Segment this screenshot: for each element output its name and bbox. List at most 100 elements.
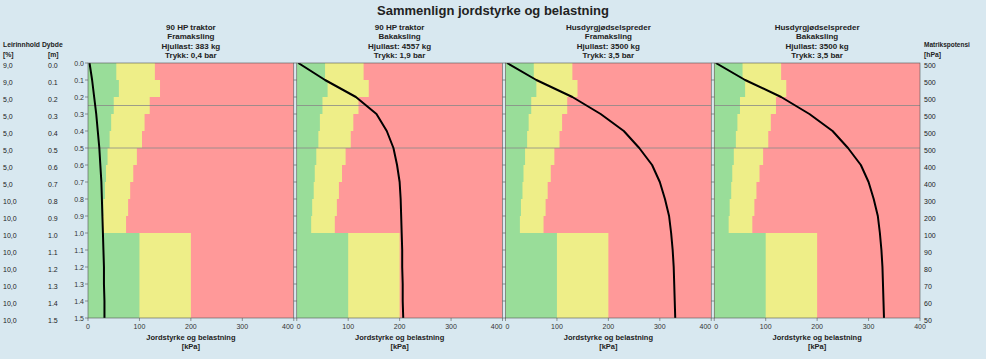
panel-title-line: Bakaksling xyxy=(796,32,838,41)
zone-bar xyxy=(297,114,354,131)
panel-title-line: Framaksling xyxy=(167,32,214,41)
zone-bar xyxy=(714,216,728,233)
x-tick-label: 300 xyxy=(236,323,248,330)
zone-bar xyxy=(506,199,546,216)
plot-frame xyxy=(506,63,712,318)
matric-value: 300 xyxy=(924,198,936,205)
x-tick-label: 300 xyxy=(654,323,666,330)
reference-line xyxy=(506,105,712,106)
x-axis-label-line: [kPa] xyxy=(182,342,201,351)
panel-title: 90 HP traktorBakakslingHjullast: 4557 kg… xyxy=(368,23,431,61)
depth-value: 0.3 xyxy=(48,113,58,120)
zone-bar xyxy=(506,199,521,216)
reference-line xyxy=(88,105,294,106)
annotation-header: Leirinnhold Dybde xyxy=(3,41,63,49)
zone-bar xyxy=(714,301,817,318)
y-tick xyxy=(711,250,714,251)
stress-curve xyxy=(507,63,675,318)
zone-bar xyxy=(297,284,348,301)
zone-bar xyxy=(506,165,551,182)
zone-bar xyxy=(506,233,609,250)
y-tick-label: 0.5 xyxy=(74,145,84,152)
zone-bar xyxy=(297,80,369,97)
y-tick xyxy=(711,318,714,319)
y-tick xyxy=(85,63,88,64)
y-tick xyxy=(294,165,297,166)
y-tick xyxy=(294,148,297,149)
zone-bar xyxy=(506,165,524,182)
y-tick xyxy=(294,131,297,132)
x-tick xyxy=(139,318,140,321)
zone-bar xyxy=(506,182,548,199)
zone-bar xyxy=(297,301,348,318)
zone-bar xyxy=(297,182,339,199)
y-tick-label: 0.2 xyxy=(74,94,84,101)
reference-line xyxy=(714,148,920,149)
x-tick xyxy=(714,318,715,321)
y-tick xyxy=(294,216,297,217)
zone-bar xyxy=(297,182,314,199)
x-tick xyxy=(920,318,921,321)
y-tick xyxy=(711,284,714,285)
plot-frame xyxy=(714,63,920,318)
zone-bar xyxy=(506,182,523,199)
zone-bar xyxy=(714,301,765,318)
y-tick xyxy=(503,80,506,81)
y-tick-label: 0.1 xyxy=(74,77,84,84)
x-axis-label-line: Jordstyrke og belastning xyxy=(355,333,445,342)
panel: 0100200300400Jordstyrke og belastning[kP… xyxy=(711,23,926,352)
zone-bar xyxy=(297,114,320,131)
y-tick xyxy=(294,97,297,98)
matric-value: 500 xyxy=(924,130,936,137)
y-tick xyxy=(503,216,506,217)
zone-bar xyxy=(506,131,528,148)
x-tick-label: 0 xyxy=(297,323,301,330)
clay-value: 5,0 xyxy=(3,181,13,188)
x-tick-label: 100 xyxy=(760,323,772,330)
zone-bar xyxy=(506,301,557,318)
stress-curve xyxy=(716,63,884,318)
clay-value: 10,0 xyxy=(3,215,17,222)
y-tick-label: 0.3 xyxy=(74,111,84,118)
zone-bar xyxy=(297,199,312,216)
zone-bar xyxy=(297,284,400,301)
x-tick xyxy=(296,318,297,321)
clay-value: 5,0 xyxy=(3,164,13,171)
panel-title: HusdyrgjødselsprederBakakslingHjullast: … xyxy=(775,23,860,61)
plot-area xyxy=(88,63,294,318)
y-tick xyxy=(294,284,297,285)
x-tick-label: 0 xyxy=(86,323,90,330)
y-tick xyxy=(294,63,297,64)
x-tick xyxy=(505,318,506,321)
y-tick xyxy=(711,148,714,149)
y-tick xyxy=(503,301,506,302)
depth-value: 1.4 xyxy=(48,300,58,307)
clay-value: 10,0 xyxy=(3,266,17,273)
x-tick-label: 400 xyxy=(914,323,926,330)
zone-bar xyxy=(714,114,771,131)
zone-bar xyxy=(506,131,560,148)
panel-title-line: Trykk: 3,5 bar xyxy=(583,51,635,60)
x-tick xyxy=(765,318,766,321)
depth-value: 0.5 xyxy=(48,147,58,154)
depth-value: 0.6 xyxy=(48,164,58,171)
depth-value: 0.2 xyxy=(48,96,58,103)
y-tick xyxy=(711,63,714,64)
zone-bar xyxy=(506,267,557,284)
x-tick-label: 300 xyxy=(863,323,875,330)
y-tick-label: 0.8 xyxy=(74,196,84,203)
stress-curve xyxy=(298,63,403,318)
zone-bar xyxy=(714,165,759,182)
y-tick xyxy=(711,233,714,234)
clay-value: 10,0 xyxy=(3,232,17,239)
y-tick-label: 1.3 xyxy=(74,281,84,288)
matric-value: 60 xyxy=(924,300,932,307)
y-tick xyxy=(85,148,88,149)
x-axis-label-line: [kPa] xyxy=(390,342,409,351)
clay-value: 10,0 xyxy=(3,198,17,205)
panel-title: HusdyrgjødselsprederFramakslingHjullast:… xyxy=(566,23,651,61)
x-tick-label: 400 xyxy=(700,323,712,330)
zone-bar xyxy=(297,301,400,318)
clay-value: 10,0 xyxy=(3,300,17,307)
matric-value: 200 xyxy=(924,215,936,222)
